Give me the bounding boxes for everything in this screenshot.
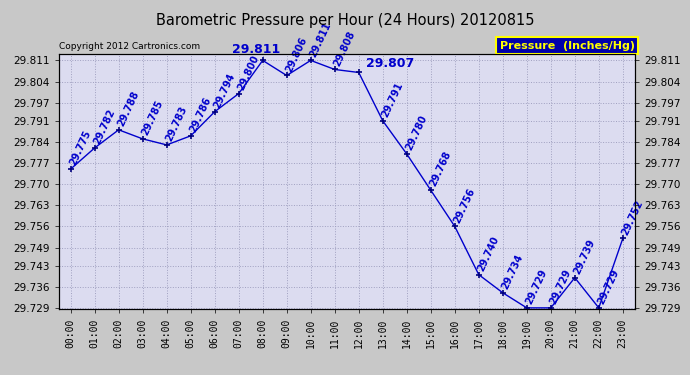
Text: 29.811: 29.811: [308, 20, 333, 58]
Text: 29.786: 29.786: [188, 96, 213, 134]
Text: 29.756: 29.756: [452, 186, 477, 225]
Text: 29.800: 29.800: [235, 53, 261, 92]
Text: 29.783: 29.783: [164, 105, 188, 143]
Text: 29.739: 29.739: [572, 237, 597, 276]
Text: 29.734: 29.734: [500, 253, 524, 291]
Text: 29.807: 29.807: [366, 57, 414, 70]
Text: 29.729: 29.729: [548, 268, 573, 306]
Text: Barometric Pressure per Hour (24 Hours) 20120815: Barometric Pressure per Hour (24 Hours) …: [156, 13, 534, 28]
Text: 29.811: 29.811: [232, 44, 280, 57]
Text: 29.729: 29.729: [595, 268, 620, 306]
Text: Copyright 2012 Cartronics.com: Copyright 2012 Cartronics.com: [59, 42, 200, 51]
Text: 29.752: 29.752: [620, 198, 644, 237]
Text: 29.785: 29.785: [139, 99, 164, 137]
Text: 29.782: 29.782: [92, 108, 117, 146]
Text: 29.788: 29.788: [116, 90, 141, 128]
Text: 29.780: 29.780: [404, 114, 428, 152]
Text: 29.740: 29.740: [475, 234, 500, 273]
Text: 29.775: 29.775: [68, 129, 92, 167]
Text: 29.806: 29.806: [284, 35, 308, 74]
Text: 29.794: 29.794: [212, 72, 237, 110]
Text: 29.791: 29.791: [380, 81, 404, 119]
Text: 29.808: 29.808: [332, 29, 357, 68]
Text: 29.729: 29.729: [524, 268, 549, 306]
Text: 29.768: 29.768: [428, 150, 453, 188]
Text: Pressure  (Inches/Hg): Pressure (Inches/Hg): [500, 40, 635, 51]
